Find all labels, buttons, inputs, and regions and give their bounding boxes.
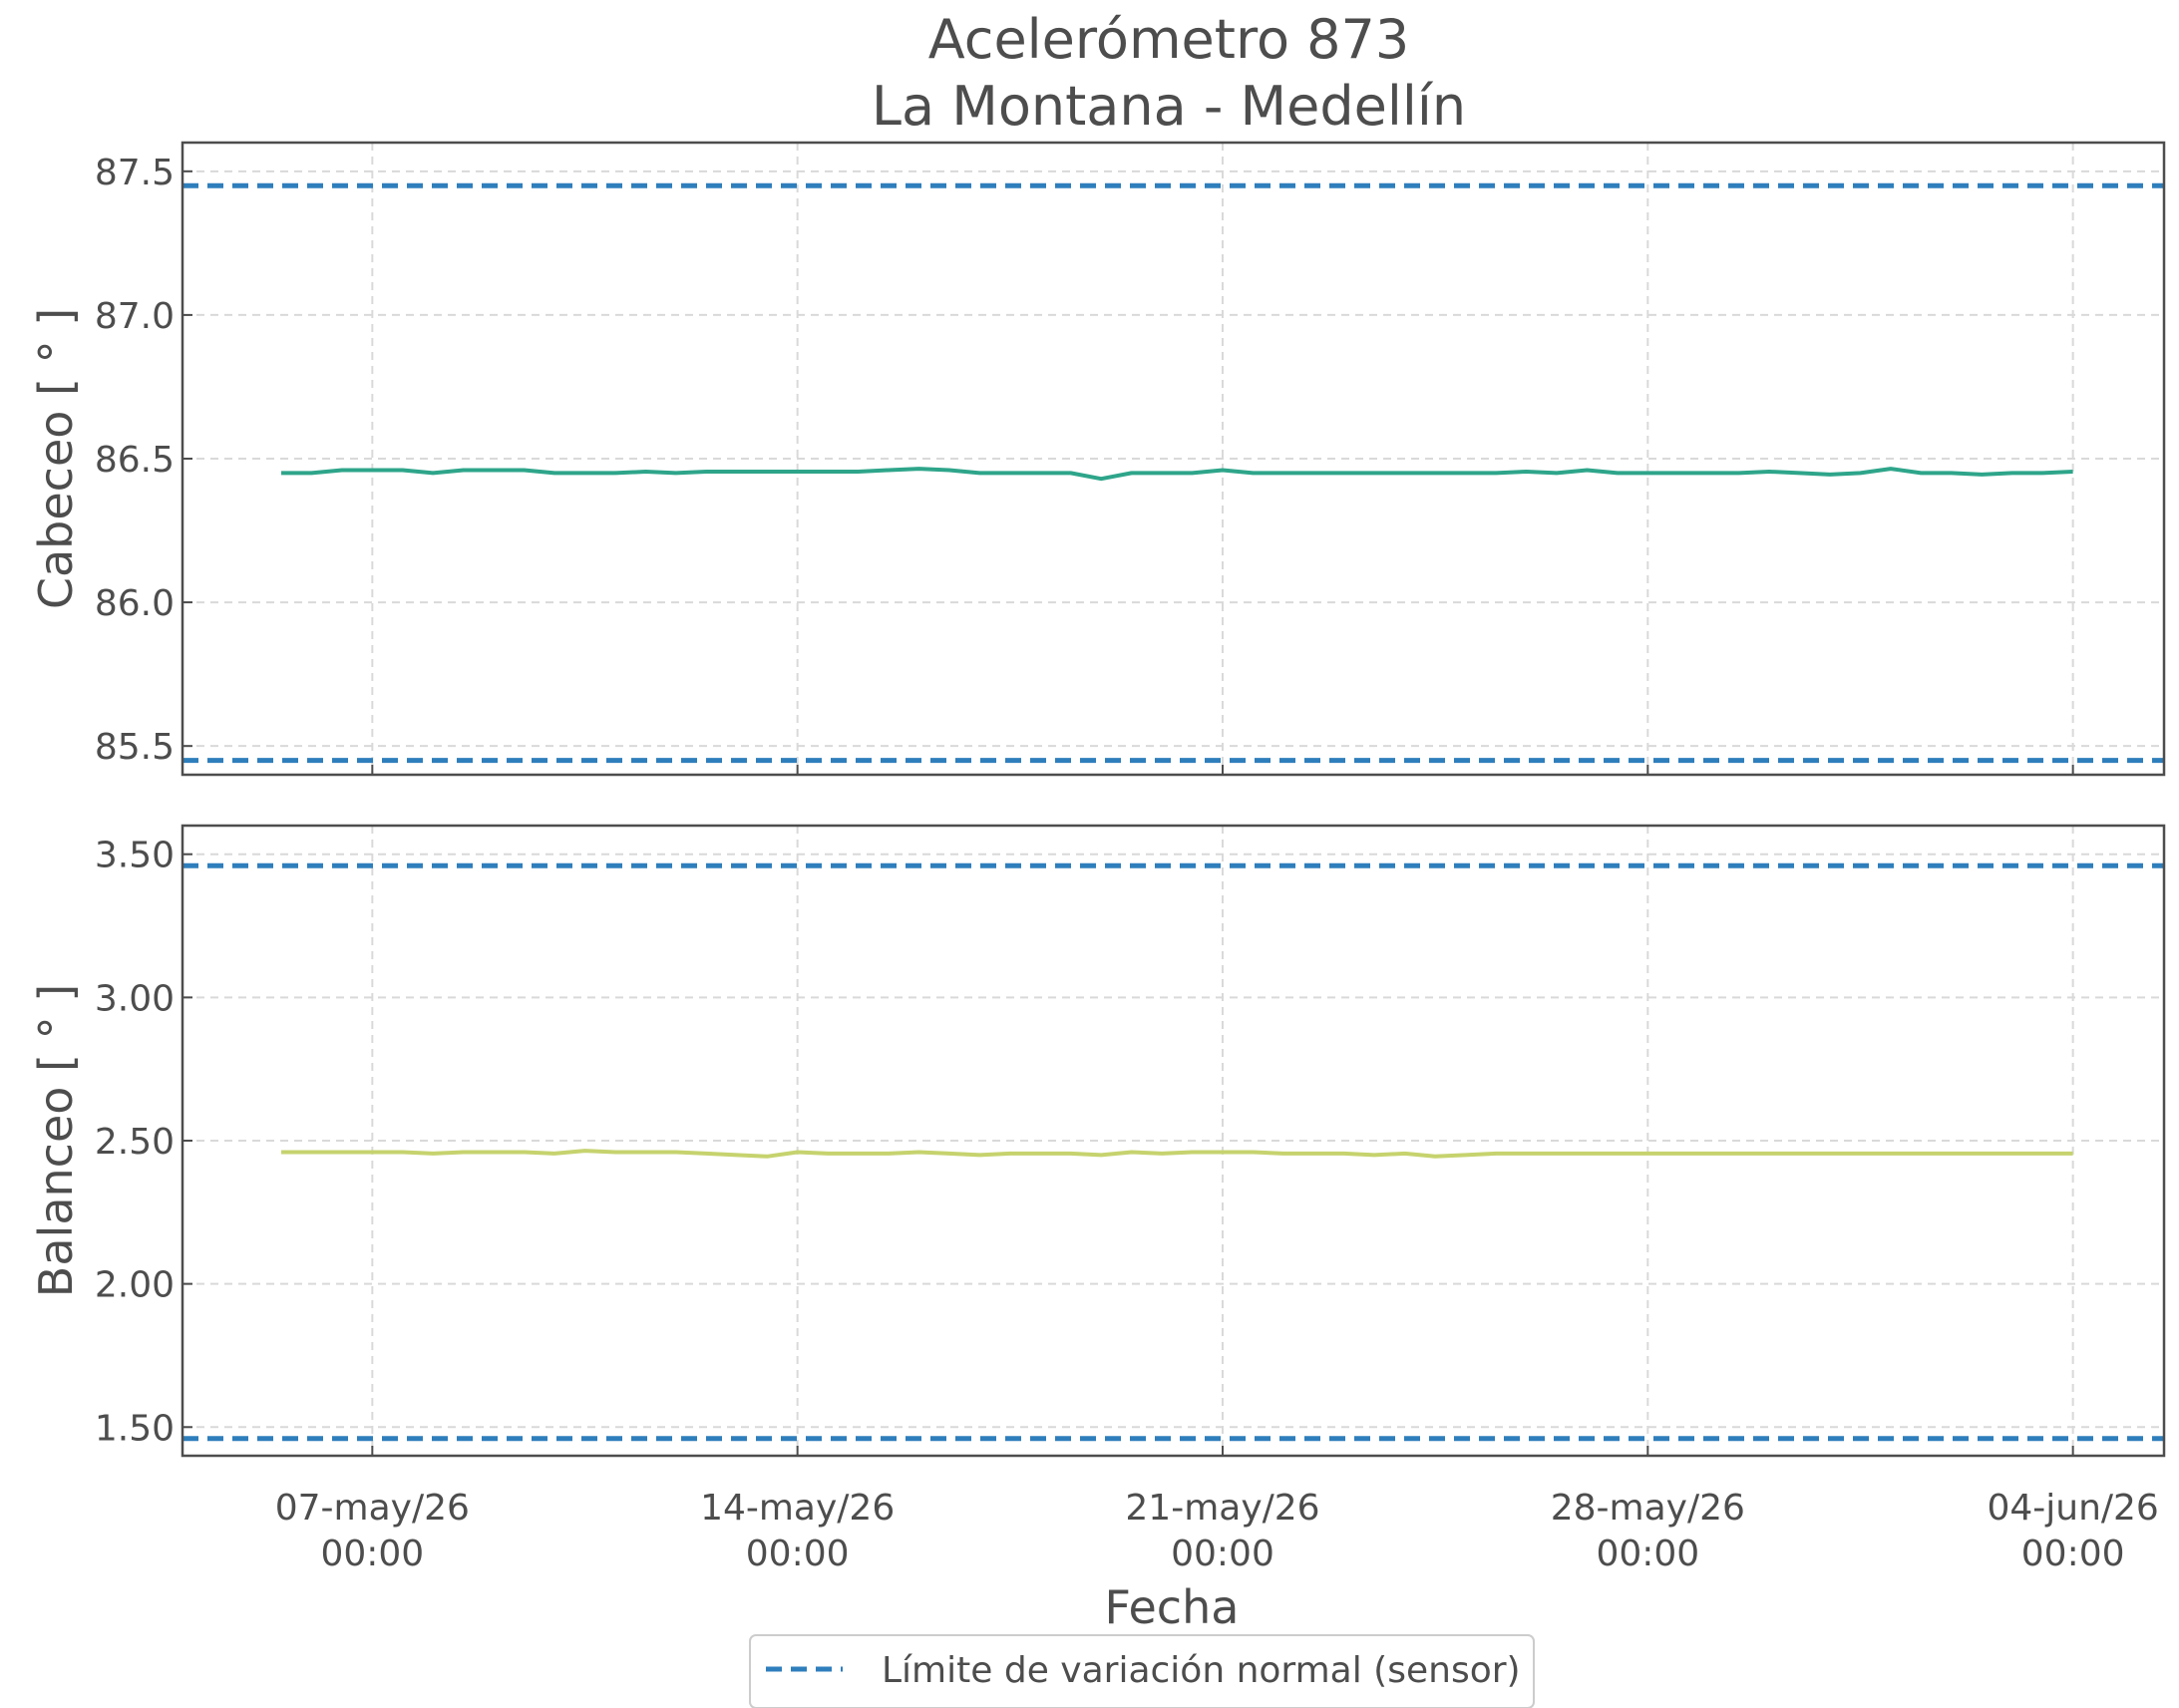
legend: Límite de variación normal (sensor) <box>749 1634 1535 1708</box>
legend-box <box>749 1634 1535 1708</box>
cabeceo-panel: 85.5 86.0 86.5 87.0 87.5 <box>95 141 2166 777</box>
x-tick-label-time-2: 00:00 <box>1171 1534 1274 1574</box>
balanceo-y-tick-label-3: 3.00 <box>95 978 175 1019</box>
x-tick-label-time-0: 00:00 <box>320 1534 424 1574</box>
x-tick-label-date-1: 14-may/26 <box>700 1488 895 1529</box>
legend-label: Límite de variación normal (sensor) <box>882 1650 1521 1691</box>
title-line-2: La Montana - Medellín <box>872 75 1466 138</box>
balanceo-series-line <box>281 1149 2073 1159</box>
x-axis-tick-labels: 07-may/26 00:00 14-may/26 00:00 21-may/26 00:… <box>275 1488 2159 1574</box>
balanceo-y-tick-label-2: 2.50 <box>95 1122 175 1163</box>
balanceo-panel: 1.50 2.00 2.50 3.00 3.50 <box>95 824 2166 1458</box>
x-tick-label-date-0: 07-may/26 <box>275 1488 470 1529</box>
cabeceo-y-axis-label: Cabeceo [ ° ] <box>29 308 83 609</box>
x-tick-label-time-3: 00:00 <box>1596 1534 1699 1574</box>
cabeceo-y-tick-label-4: 87.5 <box>95 153 175 193</box>
x-tick-label-date-2: 21-may/26 <box>1125 1488 1319 1529</box>
balanceo-y-tick-label-4: 3.50 <box>95 836 175 876</box>
balanceo-y-axis-label: Balanceo [ ° ] <box>29 984 83 1297</box>
x-axis-label: Fecha <box>1105 1580 1240 1634</box>
x-tick-label-time-4: 00:00 <box>2021 1534 2125 1574</box>
title-line-1: Acelerómetro 873 <box>928 8 1409 71</box>
cabeceo-series-line <box>281 467 2073 482</box>
chart-title: Acelerómetro 873 La Montana - Medellín <box>872 8 1466 138</box>
x-tick-label-time-1: 00:00 <box>746 1534 850 1574</box>
x-tick-label-date-3: 28-may/26 <box>1551 1488 1745 1529</box>
cabeceo-y-tick-label-0: 85.5 <box>95 727 175 768</box>
cabeceo-y-tick-label-3: 87.0 <box>95 296 175 337</box>
cabeceo-y-tick-label-1: 86.0 <box>95 583 175 624</box>
cabeceo-axes-frame <box>181 141 2166 777</box>
x-tick-label-date-4: 04-jun/26 <box>1987 1488 2158 1529</box>
balanceo-axes-frame <box>181 824 2166 1458</box>
balanceo-y-tick-label-1: 2.00 <box>95 1265 175 1306</box>
cabeceo-y-tick-label-2: 86.5 <box>95 440 175 481</box>
balanceo-y-tick-label-0: 1.50 <box>95 1408 175 1449</box>
